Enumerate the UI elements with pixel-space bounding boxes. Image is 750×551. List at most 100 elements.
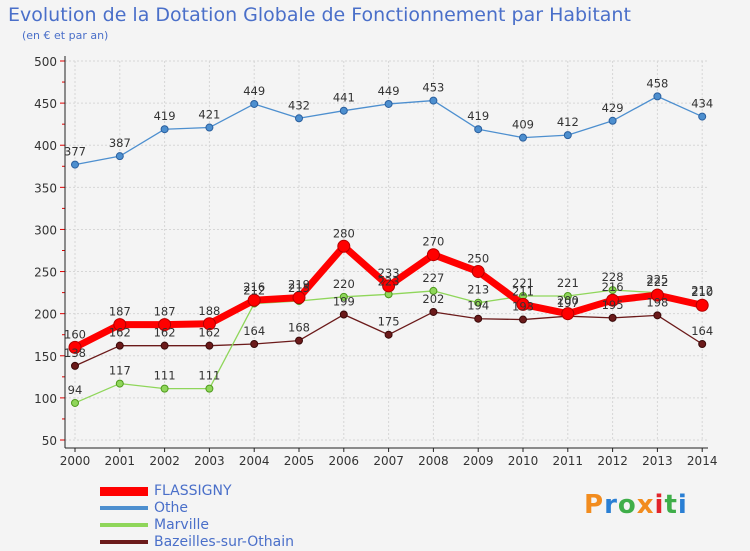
data-point xyxy=(71,160,79,169)
x-tick-label: 2012 xyxy=(597,454,628,468)
data-label: 222 xyxy=(646,275,668,289)
data-label: 197 xyxy=(557,296,579,310)
y-tick-label: 350 xyxy=(34,181,57,195)
data-point xyxy=(205,123,214,132)
data-point xyxy=(608,116,617,125)
data-point xyxy=(339,310,348,319)
legend: FLASSIGNY Othe Marville Bazeilles-sur-Othai… xyxy=(100,483,360,551)
legend-item: Othe xyxy=(100,500,360,517)
data-point xyxy=(561,307,575,321)
x-tick-label: 2013 xyxy=(642,454,673,468)
data-point xyxy=(519,133,527,142)
x-tick-label: 2000 xyxy=(60,454,91,468)
data-point xyxy=(695,298,709,312)
data-label: 198 xyxy=(646,295,668,309)
data-point xyxy=(68,340,82,354)
legend-label: Othe xyxy=(154,500,188,516)
data-label: 233 xyxy=(378,266,400,280)
legend-label: Bazeilles-sur-Othain xyxy=(154,534,294,550)
data-label: 162 xyxy=(154,326,176,340)
data-point xyxy=(205,384,214,393)
data-label: 432 xyxy=(288,98,310,112)
data-point xyxy=(339,292,348,301)
chart-title: Evolution de la Dotation Globale de Fonc… xyxy=(8,4,631,26)
y-tick-label: 300 xyxy=(34,223,57,237)
data-point xyxy=(115,341,124,350)
data-point xyxy=(653,92,662,101)
legend-label: Marville xyxy=(154,517,209,533)
data-point xyxy=(474,314,483,323)
proxiti-logo: Proxiti xyxy=(584,490,688,520)
data-label: 94 xyxy=(68,383,83,397)
data-point xyxy=(429,286,438,295)
x-tick-label: 2008 xyxy=(418,454,449,468)
data-label: 387 xyxy=(109,136,131,150)
data-label: 228 xyxy=(602,270,624,284)
data-point xyxy=(471,265,485,279)
data-label: 221 xyxy=(512,276,534,290)
data-point xyxy=(250,99,259,108)
data-label: 419 xyxy=(467,109,489,123)
data-point xyxy=(158,318,172,332)
data-label: 213 xyxy=(467,283,489,297)
data-point xyxy=(295,114,303,123)
data-label: 138 xyxy=(64,346,86,360)
legend-item: Marville xyxy=(100,517,360,534)
data-point xyxy=(516,297,530,311)
x-tick-label: 2006 xyxy=(329,454,360,468)
data-point xyxy=(698,339,707,348)
data-label: 220 xyxy=(333,277,355,291)
data-point xyxy=(563,131,572,140)
data-point xyxy=(160,125,169,134)
x-tick-label: 2002 xyxy=(149,454,180,468)
data-point xyxy=(384,99,393,108)
data-point xyxy=(115,379,124,388)
data-point xyxy=(698,112,707,121)
data-point xyxy=(474,298,483,307)
data-point xyxy=(429,307,438,316)
y-tick-label: 250 xyxy=(34,266,57,280)
data-label: 200 xyxy=(557,294,579,308)
x-tick-label: 2009 xyxy=(463,454,494,468)
data-point xyxy=(160,341,169,350)
x-tick-label: 2010 xyxy=(508,454,539,468)
data-point xyxy=(563,291,572,300)
data-point xyxy=(608,286,617,295)
data-label: 412 xyxy=(557,115,579,129)
data-label: 223 xyxy=(378,274,400,288)
legend-swatch xyxy=(100,486,148,496)
data-point xyxy=(115,152,124,161)
x-tick-label: 2004 xyxy=(239,454,270,468)
data-label: 164 xyxy=(691,324,713,338)
data-point xyxy=(426,248,440,262)
data-point xyxy=(519,315,527,324)
y-tick-label: 200 xyxy=(34,308,57,322)
data-point xyxy=(650,288,664,302)
x-tick-label: 2014 xyxy=(687,454,718,468)
data-label: 221 xyxy=(557,276,579,290)
data-label: 162 xyxy=(198,326,220,340)
data-label: 441 xyxy=(333,91,355,105)
data-label: 219 xyxy=(288,278,310,292)
legend-item: FLASSIGNY xyxy=(100,483,360,500)
data-label: 377 xyxy=(64,145,86,159)
legend-swatch xyxy=(100,506,148,510)
data-label: 168 xyxy=(288,321,310,335)
data-point xyxy=(113,318,127,332)
y-tick-label: 100 xyxy=(34,392,57,406)
data-point xyxy=(606,293,620,307)
data-label: 164 xyxy=(243,324,265,338)
data-label: 409 xyxy=(512,118,534,132)
data-label: 212 xyxy=(691,284,713,298)
data-label: 215 xyxy=(288,281,310,295)
data-point xyxy=(71,398,79,407)
x-tick-label: 2011 xyxy=(553,454,584,468)
data-point xyxy=(160,384,169,393)
data-label: 429 xyxy=(602,101,624,115)
data-point xyxy=(292,291,306,305)
data-point xyxy=(653,311,662,320)
data-label: 227 xyxy=(422,271,444,285)
x-tick-label: 2003 xyxy=(194,454,225,468)
x-tick-label: 2005 xyxy=(284,454,315,468)
